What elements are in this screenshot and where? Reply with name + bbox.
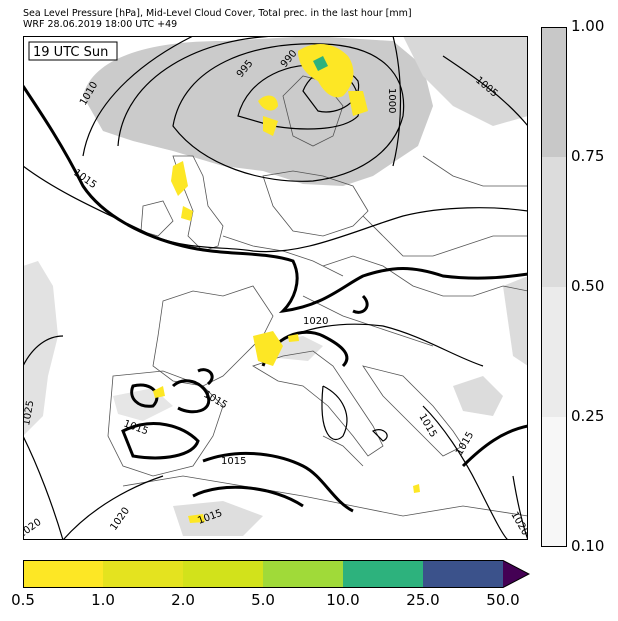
time-label-box: 19 UTC Sun (28, 41, 118, 61)
precip-legend-extend-arrow (503, 560, 529, 588)
isobar-label: 1025 (23, 400, 36, 427)
isobars (23, 36, 528, 540)
isobar-label: 1000 (386, 88, 397, 113)
precip-legend-tick: 10.0 (326, 591, 360, 609)
precip-legend-segment (23, 560, 103, 588)
cloud-legend-tick: 0.10 (571, 537, 605, 555)
isobar-label: 1015 (221, 456, 246, 467)
cloud-legend-tick: 0.50 (571, 277, 605, 295)
weather-map: 995 990 1000 1005 1010 1015 1015 1020 10… (23, 36, 528, 540)
precip-legend-segment (423, 560, 503, 588)
precip-legend-segment (103, 560, 183, 588)
cloud-legend-segment (541, 417, 567, 547)
cloud-cover-legend-bar (541, 27, 567, 547)
precipitation-legend-bar (23, 560, 530, 588)
precip-legend-tick: 25.0 (406, 591, 440, 609)
chart-title: Sea Level Pressure [hPa], Mid-Level Clou… (23, 8, 412, 19)
time-label: 19 UTC Sun (33, 45, 108, 60)
cloud-legend-segment (541, 27, 567, 157)
precip-legend-segment (183, 560, 263, 588)
precip-legend-tick: 5.0 (251, 591, 275, 609)
precipitation-areas (153, 44, 420, 523)
precip-legend-tick: 2.0 (171, 591, 195, 609)
precip-legend-segment (343, 560, 423, 588)
cloud-legend-segment (541, 157, 567, 287)
cloud-legend-tick: 0.75 (571, 147, 605, 165)
precip-legend-tick: 50.0 (486, 591, 520, 609)
precip-legend-tick: 1.0 (91, 591, 115, 609)
cloud-legend-tick: 1.00 (571, 17, 605, 35)
cloud-legend-segment (541, 287, 567, 417)
isobar-label: 1020 (303, 316, 328, 327)
precip-legend-segment (263, 560, 343, 588)
precip-legend-tick: 0.5 (11, 591, 35, 609)
cloud-legend-tick: 0.25 (571, 407, 605, 425)
coastlines (107, 75, 528, 517)
model-run-subtitle: WRF 28.06.2019 18:00 UTC +49 (23, 19, 178, 30)
